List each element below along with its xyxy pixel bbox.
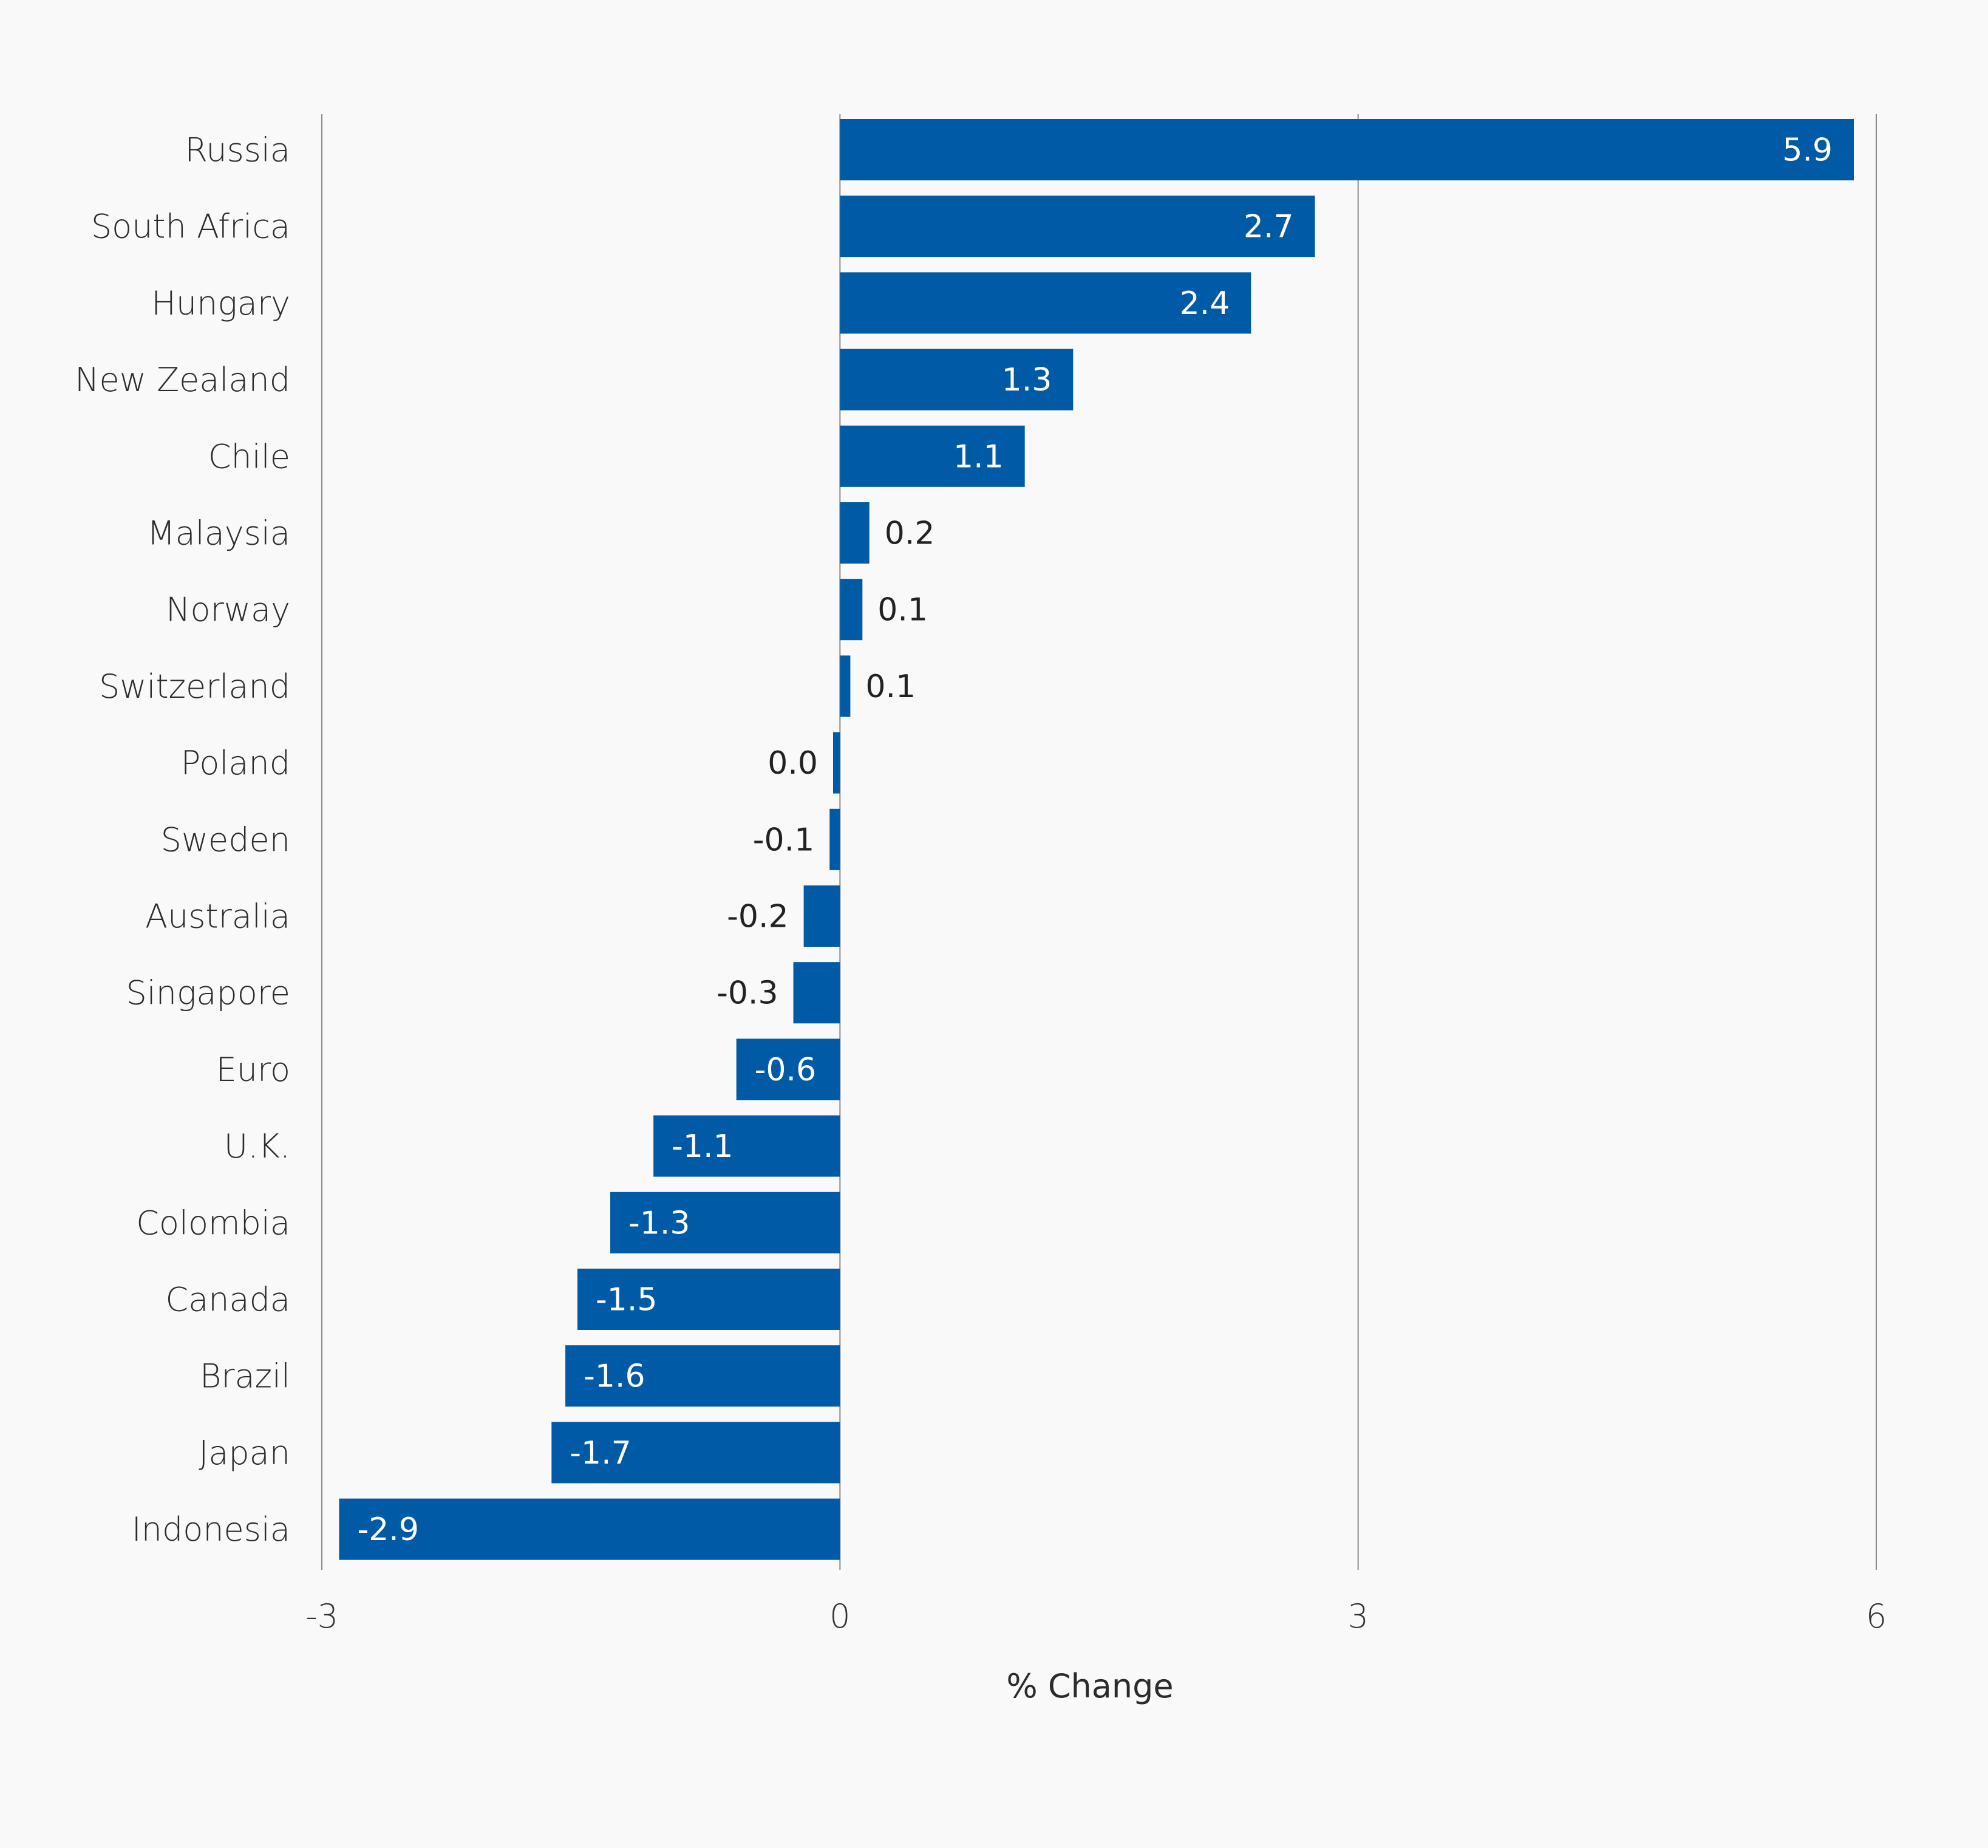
x-tick-label: 3: [1347, 1597, 1368, 1635]
value-label: 0.2: [885, 516, 935, 552]
category-label: Indonesia: [132, 1510, 290, 1549]
category-label: Norway: [166, 591, 290, 629]
bar: [577, 1269, 840, 1330]
bar: [832, 732, 840, 794]
value-label: 0.1: [877, 592, 928, 629]
bar: [803, 885, 840, 947]
category-label: South Africa: [91, 208, 290, 246]
value-label: 1.1: [953, 438, 1004, 475]
category-label: Brazil: [200, 1357, 290, 1396]
category-label: Singapore: [126, 974, 290, 1012]
category-label: Japan: [199, 1434, 290, 1472]
bar: [840, 502, 870, 564]
x-tick-label: 6: [1866, 1597, 1887, 1635]
bar: [829, 808, 840, 870]
bar: [840, 579, 863, 641]
x-tick-label: 0: [829, 1597, 850, 1635]
bar: [339, 1498, 840, 1560]
category-label: Sweden: [161, 820, 290, 859]
value-label: 5.9: [1782, 132, 1833, 169]
bar: [793, 962, 840, 1024]
value-label: -1.3: [628, 1205, 690, 1241]
value-label: -0.3: [717, 975, 778, 1012]
bar: [840, 196, 1315, 257]
category-labels: Russia South Africa Hungary New Zealand Chil…: [75, 131, 290, 1549]
value-label: 1.3: [1002, 362, 1052, 398]
bar: [840, 349, 1074, 411]
category-label: Euro: [216, 1051, 290, 1089]
bar: [736, 1038, 840, 1100]
bar: [610, 1192, 840, 1253]
category-label: U.K.: [224, 1127, 290, 1165]
value-label: -1.1: [672, 1128, 733, 1165]
value-label: 2.7: [1244, 209, 1294, 245]
category-label: Hungary: [151, 284, 290, 322]
x-axis-ticks: -3 0 3 6: [305, 1597, 1887, 1635]
category-label: Colombia: [136, 1204, 290, 1242]
bar: [840, 272, 1251, 334]
category-label: Russia: [185, 131, 290, 169]
value-label: 0.0: [768, 745, 818, 782]
value-label: -0.1: [753, 822, 814, 858]
value-label: -0.6: [755, 1052, 816, 1088]
bar: [840, 655, 851, 717]
value-label: -1.5: [596, 1282, 657, 1318]
value-label: -1.6: [584, 1359, 645, 1395]
bar: [565, 1345, 840, 1407]
category-label: Poland: [181, 744, 290, 782]
bar: [840, 425, 1025, 487]
category-label: Malaysia: [147, 514, 290, 553]
value-label: -2.9: [357, 1512, 418, 1548]
x-axis-title: % Change: [1006, 1667, 1173, 1705]
value-labels: 5.9 2.7 2.4 1.3 1.1 0.2 0.1 0.1 0.0 -0.1 -0.2 -0.3 -…: [357, 132, 1833, 1549]
bar: [551, 1422, 840, 1484]
category-label: Canada: [166, 1281, 290, 1319]
value-label: 2.4: [1180, 285, 1230, 322]
bar: [840, 119, 1854, 180]
category-label: Switzerland: [99, 667, 290, 706]
x-tick-label: -3: [305, 1597, 338, 1635]
category-label: Australia: [145, 898, 290, 936]
value-label: 0.1: [865, 669, 916, 705]
value-label: -1.7: [570, 1435, 631, 1471]
bar: [653, 1115, 840, 1177]
category-label: Chile: [208, 437, 290, 476]
category-label: New Zealand: [75, 361, 290, 399]
bars: [339, 119, 1854, 1560]
value-label: -0.2: [727, 899, 788, 935]
